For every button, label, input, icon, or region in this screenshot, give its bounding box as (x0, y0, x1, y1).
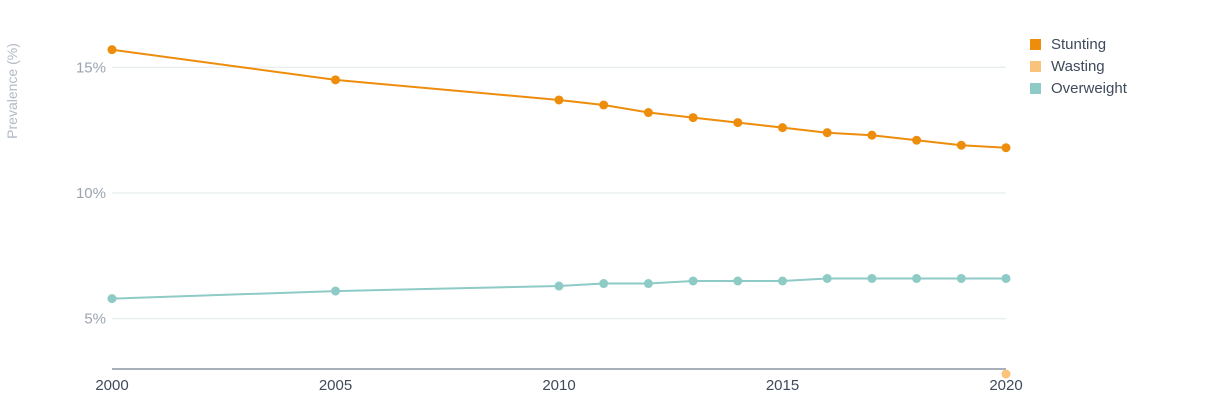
overweight-point (554, 281, 564, 291)
legend-label: Stunting (1051, 35, 1107, 53)
overweight-point (643, 279, 653, 289)
overweight-point (107, 294, 117, 304)
legend-swatch-overweight (1030, 82, 1041, 94)
y-tick-label: 10% (76, 185, 106, 202)
overweight-point (912, 273, 922, 283)
overweight-point (599, 279, 609, 289)
stunting-point (599, 100, 609, 110)
stunting-point (822, 128, 832, 138)
overweight-point (1001, 273, 1011, 283)
stunting-point (331, 75, 340, 85)
stunting-point (643, 108, 653, 118)
series-wasting (1001, 369, 1011, 379)
legend-label: Wasting (1051, 57, 1105, 75)
stunting-point (867, 130, 877, 140)
axes: 5% 10% 15% 2000 2005 2010 2015 2020 (76, 59, 1023, 394)
gridlines (112, 66, 1006, 320)
legend-item-stunting[interactable]: Stunting (1030, 33, 1127, 55)
legend-swatch-wasting (1030, 60, 1041, 72)
legend-swatch-stunting (1030, 38, 1041, 50)
stunting-point (956, 140, 966, 150)
overweight-point (733, 276, 743, 286)
overweight-point (956, 273, 966, 283)
legend-item-overweight[interactable]: Overweight (1030, 77, 1127, 99)
stunting-point (778, 123, 787, 133)
stunting-point (733, 118, 743, 128)
stunting-point (688, 113, 698, 123)
x-tick-label: 2020 (989, 377, 1022, 394)
x-tick-label: 2005 (319, 377, 352, 394)
legend-label: Overweight (1051, 79, 1127, 97)
stunting-point (1001, 143, 1011, 153)
overweight-point (867, 273, 877, 283)
overweight-point (688, 276, 698, 286)
series-stunting (107, 45, 1011, 153)
y-axis-title: Prevalence (%) (4, 43, 20, 139)
x-tick-label: 2015 (766, 377, 799, 394)
overweight-point (778, 276, 787, 286)
y-tick-label: 5% (84, 311, 106, 328)
chart-legend: Stunting Wasting Overweight (1030, 33, 1127, 99)
x-tick-label: 2000 (95, 377, 128, 394)
x-tick-label: 2010 (542, 377, 575, 394)
series (107, 45, 1011, 379)
overweight-point (822, 273, 832, 283)
wasting-point (1001, 369, 1011, 379)
stunting-point (912, 135, 922, 145)
overweight-point (331, 286, 340, 296)
series-overweight (107, 273, 1011, 304)
stunting-point (554, 95, 564, 105)
stunting-point (107, 45, 117, 55)
legend-item-wasting[interactable]: Wasting (1030, 55, 1127, 77)
y-tick-label: 15% (76, 59, 106, 76)
